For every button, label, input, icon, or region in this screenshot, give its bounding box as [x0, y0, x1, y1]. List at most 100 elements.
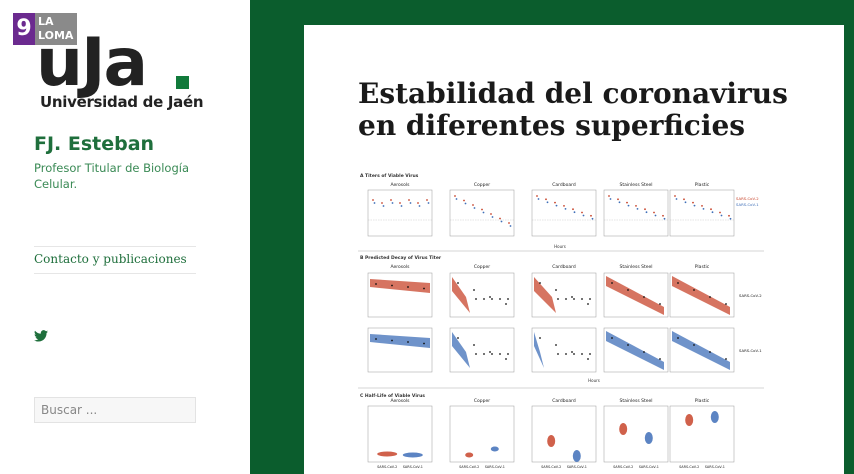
axis-tick: SARS-CoV-1	[639, 465, 659, 469]
panel-title: Copper	[474, 182, 490, 188]
panel-frame	[669, 327, 735, 373]
virus-stability-figure: A Titers of Viable Virus B Predicted Deca…	[358, 173, 764, 469]
panel-frame	[669, 405, 735, 463]
data-point	[426, 199, 428, 201]
data-point	[375, 338, 377, 340]
data-point	[482, 211, 485, 214]
data-point	[381, 202, 383, 204]
axis-tick: SARS-CoV-2	[613, 465, 633, 469]
data-point	[626, 201, 628, 204]
data-point	[677, 282, 679, 284]
data-point	[537, 198, 540, 200]
la-loma-badge[interactable]: 9 LA LOMA	[13, 13, 77, 45]
data-point	[675, 198, 678, 200]
data-point	[407, 286, 409, 288]
data-point	[483, 298, 485, 300]
data-point	[692, 201, 694, 204]
data-point	[489, 296, 491, 298]
violin-shape	[710, 411, 719, 423]
data-point	[555, 204, 558, 207]
data-point	[372, 199, 374, 201]
nav-link-contacto[interactable]: Contacto y publicaciones	[34, 252, 187, 266]
data-point	[408, 199, 410, 201]
data-point	[473, 344, 475, 346]
data-point	[608, 195, 610, 197]
legend-entry: SARS-CoV-2	[736, 196, 759, 201]
data-point	[729, 217, 732, 220]
nav-divider-top	[34, 246, 196, 247]
data-point	[627, 344, 629, 346]
data-point	[409, 202, 412, 204]
search-input[interactable]: Buscar ...	[34, 397, 196, 423]
data-point	[483, 353, 485, 355]
data-point	[391, 202, 394, 204]
data-point	[693, 344, 695, 346]
data-point	[555, 344, 557, 346]
data-point	[627, 289, 629, 291]
panel-frame	[603, 272, 669, 318]
data-point	[539, 337, 541, 339]
data-point	[481, 208, 483, 211]
section-c-label: C Half-Life of Viable Virus	[360, 393, 425, 399]
data-point	[683, 198, 685, 201]
data-point	[427, 202, 430, 204]
sidebar: 9 LA LOMA uJa Universidad de Jaén FJ. Es…	[0, 0, 250, 474]
data-point	[475, 298, 477, 300]
data-point	[545, 198, 547, 201]
twitter-icon[interactable]	[34, 327, 48, 346]
data-point	[693, 289, 695, 291]
site-description: Profesor Titular de Biología Celular.	[34, 161, 189, 191]
decay-band	[452, 277, 470, 313]
decay-band	[606, 331, 664, 370]
university-logo[interactable]: uJa	[36, 24, 148, 101]
data-point	[674, 195, 676, 197]
panel-title: Aerosols	[391, 264, 411, 270]
axis-tick: SARS-CoV-1	[403, 465, 423, 469]
panel-frame	[531, 405, 597, 463]
violin-shape	[547, 435, 556, 447]
data-point	[418, 205, 421, 207]
axis-tick: SARS-CoV-2	[541, 465, 561, 469]
data-point	[563, 205, 565, 207]
data-point	[728, 214, 730, 217]
data-point	[662, 214, 664, 217]
axis-tick: SARS-CoV-2	[459, 465, 479, 469]
logo-dot	[176, 76, 189, 89]
panel-title: Aerosols	[391, 398, 411, 404]
data-point	[709, 296, 711, 298]
panel-title: Plastic	[695, 398, 710, 404]
data-point	[491, 216, 494, 218]
data-point	[454, 195, 456, 197]
site-title[interactable]: FJ. Esteban	[34, 133, 155, 155]
section-a-label: A Titers of Viable Virus	[360, 173, 419, 179]
panel-frame	[603, 189, 669, 237]
data-point	[373, 202, 376, 204]
badge-number: 9	[13, 13, 35, 45]
data-point	[499, 217, 501, 220]
data-point	[500, 220, 503, 223]
panel-title: Copper	[474, 398, 490, 404]
data-point	[571, 351, 573, 353]
data-point	[611, 282, 613, 284]
data-point	[399, 202, 401, 204]
data-point	[557, 353, 559, 355]
post-title[interactable]: Estabilidad del coronavirus en diferente…	[358, 77, 788, 142]
data-point	[643, 296, 645, 298]
row-label: SARS-CoV-2	[739, 293, 762, 298]
panel-frame	[449, 405, 515, 463]
data-point	[573, 353, 575, 355]
data-point	[617, 198, 619, 201]
post-figure: A Titers of Viable Virus B Predicted Deca…	[358, 168, 764, 470]
violin-shape	[572, 450, 581, 462]
university-name: Universidad de Jaén	[40, 93, 204, 111]
data-point	[581, 298, 583, 300]
axis-tick: SARS-CoV-1	[705, 465, 725, 469]
data-point	[407, 341, 409, 343]
panel-frame	[669, 189, 735, 237]
data-point	[720, 214, 723, 217]
data-point	[491, 298, 493, 300]
panel-title: Copper	[474, 264, 490, 270]
data-point	[455, 198, 458, 200]
data-point	[590, 214, 592, 217]
data-point	[654, 214, 657, 217]
